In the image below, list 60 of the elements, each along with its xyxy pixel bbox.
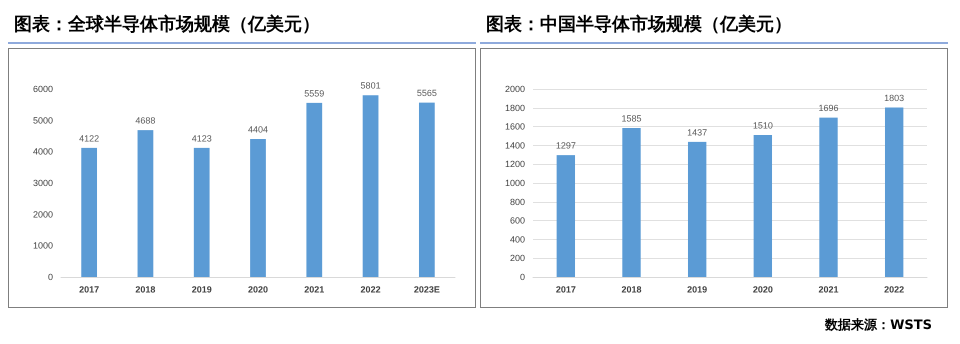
x-tick-label: 2021 (818, 284, 839, 294)
y-tick-label: 1000 (32, 240, 53, 251)
x-tick-label: 2018 (135, 284, 156, 294)
bar (138, 130, 154, 277)
y-tick-label: 200 (510, 253, 525, 264)
y-tick-label: 0 (48, 272, 53, 282)
bar (250, 139, 266, 277)
y-tick-label: 1600 (504, 122, 525, 132)
x-tick-label: 2021 (304, 284, 324, 294)
data-label: 4688 (135, 116, 156, 126)
x-tick-label: 2018 (621, 284, 642, 294)
data-label: 5565 (416, 88, 437, 98)
data-label: 4123 (192, 133, 212, 144)
data-label: 1510 (752, 120, 773, 131)
bar (884, 108, 904, 277)
y-tick-label: 0 (520, 272, 525, 282)
bar (362, 95, 378, 277)
bar (194, 148, 210, 277)
bar (418, 102, 435, 277)
x-tick-label: 2023E (414, 284, 440, 294)
bar (556, 155, 576, 277)
y-tick-label: 6000 (32, 84, 53, 94)
x-tick-label: 2020 (248, 284, 268, 294)
y-tick-label: 2000 (504, 84, 525, 94)
x-tick-label: 2019 (192, 284, 212, 294)
x-tick-label: 2017 (556, 284, 576, 294)
y-tick-label: 2000 (32, 209, 53, 220)
y-tick-label: 1200 (504, 159, 525, 170)
data-label: 1696 (818, 103, 839, 114)
data-label: 1437 (687, 127, 708, 138)
data-label: 5559 (304, 88, 324, 98)
bar (688, 142, 706, 277)
y-tick-label: 1800 (504, 102, 525, 113)
bar (819, 118, 838, 277)
bar (306, 102, 322, 277)
data-label: 5801 (360, 80, 381, 91)
bar (622, 128, 641, 277)
y-tick-label: 1400 (504, 140, 525, 150)
y-tick-label: 800 (510, 196, 525, 207)
bar (754, 135, 772, 277)
x-tick-label: 2020 (752, 284, 773, 294)
y-tick-label: 4000 (32, 146, 53, 157)
data-label: 1585 (621, 114, 642, 124)
x-tick-label: 2019 (687, 284, 708, 294)
source-note: 数据来源：WSTS (825, 318, 932, 333)
data-label: 1803 (884, 93, 904, 104)
bar (81, 148, 98, 277)
y-tick-label: 1000 (504, 178, 525, 188)
chart-title: 图表：中国半导体市场规模（亿美元） (480, 8, 948, 44)
data-label: 4122 (79, 133, 100, 144)
data-label: 4404 (248, 124, 268, 135)
x-tick-label: 2022 (360, 284, 381, 294)
y-tick-label: 3000 (32, 178, 53, 188)
y-tick-label: 5000 (32, 115, 53, 126)
data-label: 1297 (556, 140, 576, 151)
y-tick-label: 400 (510, 234, 525, 244)
x-tick-label: 2017 (79, 284, 100, 294)
x-tick-label: 2022 (884, 284, 904, 294)
chart-title: 图表：全球半导体市场规模（亿美元） (8, 8, 476, 44)
y-tick-label: 600 (510, 216, 525, 226)
